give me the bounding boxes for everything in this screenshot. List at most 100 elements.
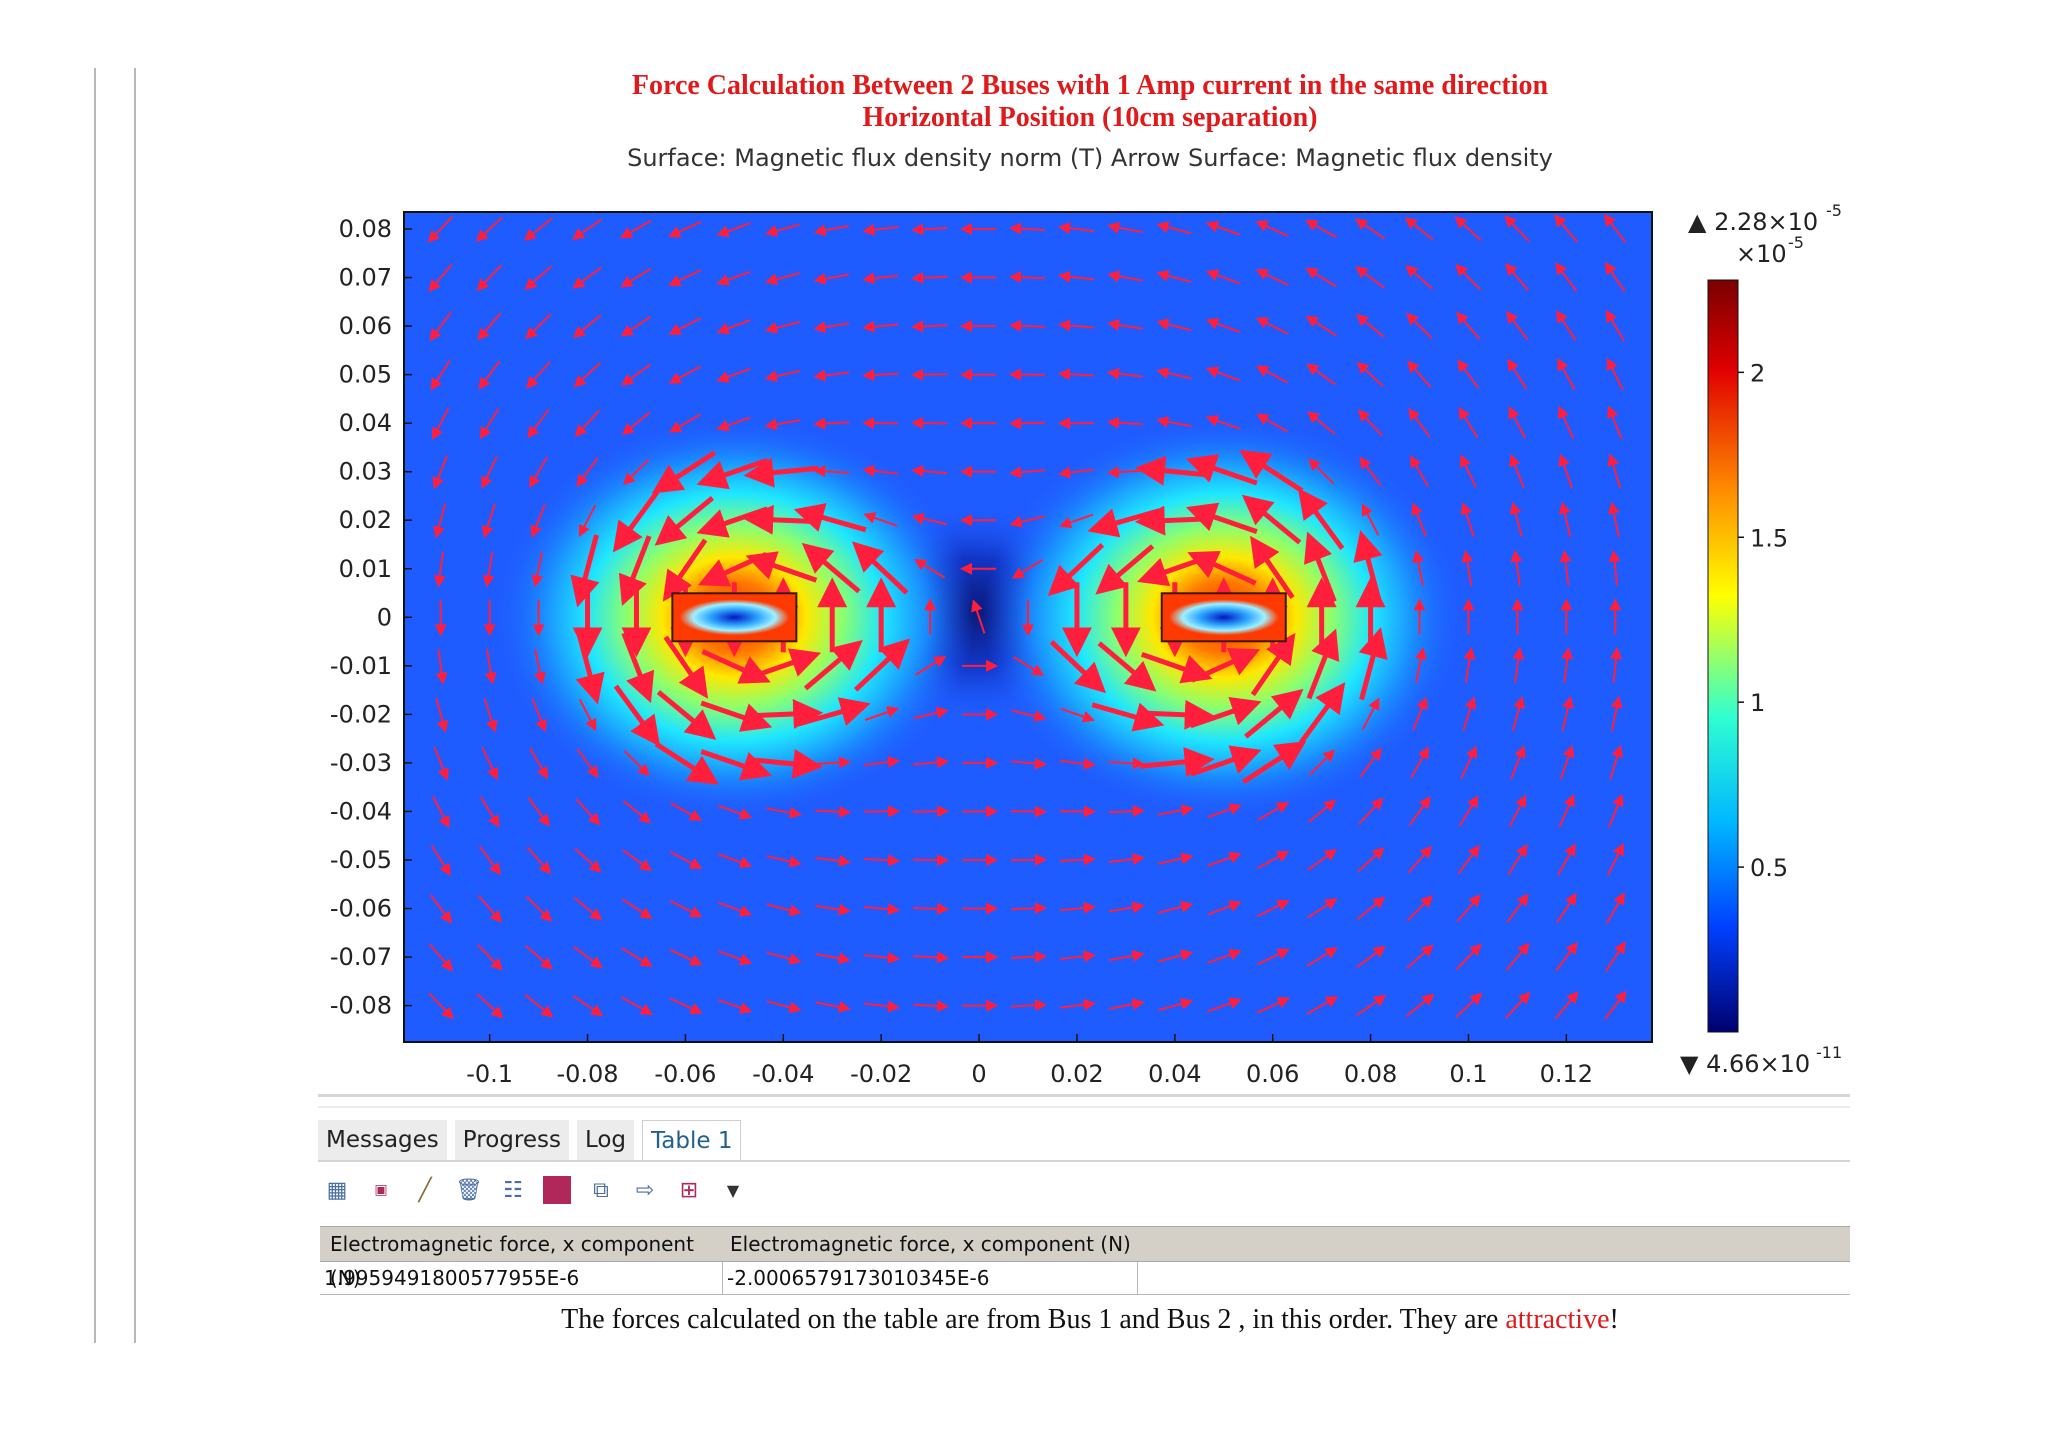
field-arrow: [531, 551, 544, 588]
x-tick-label: -0.02: [850, 1060, 912, 1088]
field-arrow: [1307, 848, 1338, 871]
field-arrow: [1408, 407, 1431, 438]
field-arrow: [1205, 269, 1241, 285]
field-arrow: [1250, 535, 1295, 600]
field-arrow: [1106, 416, 1143, 429]
field-arrow: [1554, 214, 1579, 243]
field-arrow: [1604, 261, 1626, 293]
tab-messages[interactable]: Messages: [318, 1120, 447, 1160]
field-arrow: [1415, 647, 1427, 683]
field-arrow: [1139, 699, 1215, 730]
field-arrow: [1555, 941, 1578, 972]
colorbar-tick-label: 1: [1750, 689, 1765, 717]
field-arrow: [478, 845, 501, 876]
field-arrow: [1298, 487, 1345, 550]
field-arrow: [864, 854, 901, 867]
y-tick-label: 0.08: [339, 215, 392, 243]
plot-frame: [403, 211, 1653, 1043]
colorbar-scale-label: ×10: [1736, 240, 1787, 268]
field-arrow: [864, 951, 901, 964]
field-arrow: [1358, 797, 1384, 825]
tab-table-1[interactable]: Table 1: [642, 1120, 742, 1161]
table-cell[interactable]: -2.0006579173010345E-6: [723, 1262, 1138, 1294]
field-arrow: [815, 903, 851, 916]
table-grid-icon[interactable]: ☷: [503, 1177, 523, 1203]
field-arrow: [716, 270, 751, 286]
field-arrow: [1457, 844, 1480, 875]
field-arrow: [1411, 502, 1427, 537]
field-arrow: [429, 311, 452, 342]
field-arrow: [1404, 217, 1434, 241]
field-arrow: [1308, 749, 1336, 776]
dropdown-arrow-icon[interactable]: ▼: [726, 1180, 740, 1200]
copy-table-icon[interactable]: ⧉: [593, 1177, 609, 1203]
x-tick-label: -0.1: [466, 1060, 513, 1088]
field-arrow: [1010, 853, 1047, 866]
x-tick-label: 0.06: [1246, 1060, 1299, 1088]
field-arrow: [527, 797, 550, 827]
field-arrow: [1608, 501, 1620, 538]
table-cell[interactable]: 1.9959491800577955E-6: [320, 1262, 723, 1294]
field-arrow: [1454, 216, 1482, 242]
field-arrow: [1207, 900, 1242, 916]
field-arrow: [432, 455, 448, 490]
field-arrow: [1455, 263, 1482, 291]
field-arrow: [477, 312, 502, 341]
field-arrow: [915, 655, 947, 676]
table-header-cell[interactable]: Electromagnetic force, x component (N): [330, 1232, 694, 1290]
field-arrow: [1558, 501, 1572, 538]
field-arrow: [913, 805, 950, 818]
field-arrow: [1009, 319, 1046, 332]
delete-icon[interactable]: 🗑: [455, 1177, 483, 1203]
y-tick-label: 0.07: [339, 264, 392, 292]
caption-highlight: attractive: [1505, 1304, 1610, 1335]
field-arrow: [433, 746, 449, 781]
table-format-icon[interactable]: ▦: [326, 1177, 348, 1203]
field-arrow: [766, 903, 802, 917]
field-arrow: [575, 798, 601, 826]
colorbar-tick-label: 1.5: [1750, 524, 1788, 552]
field-arrow: [477, 944, 503, 971]
x-tick-label: 0.04: [1148, 1060, 1201, 1088]
caption-text: The forces calculated on the table are f…: [561, 1304, 1506, 1335]
field-arrow: [1457, 359, 1480, 389]
field-arrow: [913, 951, 950, 964]
field-arrow: [621, 411, 651, 436]
panel-divider-inner: [318, 1106, 1850, 1108]
field-arrow: [435, 648, 448, 685]
x-tick-label: -0.06: [654, 1060, 716, 1088]
tab-log[interactable]: Log: [576, 1120, 635, 1160]
field-arrow: [1108, 901, 1145, 914]
field-arrow: [1506, 310, 1529, 341]
field-arrow: [1107, 367, 1143, 380]
field-arrow: [1504, 215, 1530, 243]
clear-brush-icon[interactable]: ╱: [418, 1177, 432, 1203]
tab-progress[interactable]: Progress: [454, 1120, 569, 1160]
field-arrow: [815, 1001, 851, 1013]
field-arrow: [428, 263, 453, 293]
field-arrow: [1355, 314, 1385, 338]
field-arrow: [478, 360, 501, 390]
number-format-icon[interactable]: ▣: [374, 1182, 388, 1198]
field-arrow: [668, 269, 702, 286]
field-arrow: [1460, 745, 1477, 779]
color-square-icon[interactable]: [540, 1173, 574, 1207]
full-grid-icon[interactable]: ⊞: [679, 1177, 699, 1203]
field-arrow: [1059, 853, 1096, 866]
field-arrow: [572, 995, 604, 1017]
field-arrow: [1306, 996, 1339, 1015]
field-arrow: [1139, 746, 1215, 777]
field-surface: [404, 212, 1652, 1042]
field-arrow: [911, 416, 948, 429]
export-icon[interactable]: ⇨: [635, 1177, 655, 1203]
field-arrow: [662, 538, 708, 602]
field-arrow: [621, 363, 651, 386]
field-arrow: [764, 418, 801, 431]
field-arrow: [1610, 695, 1623, 732]
field-arrow: [1605, 892, 1625, 924]
table-header-cell[interactable]: Electromagnetic force, x component (N): [730, 1232, 1131, 1256]
field-arrow: [1097, 641, 1157, 692]
field-arrow: [1461, 550, 1474, 586]
field-arrow: [620, 267, 652, 288]
field-arrow: [529, 747, 549, 780]
